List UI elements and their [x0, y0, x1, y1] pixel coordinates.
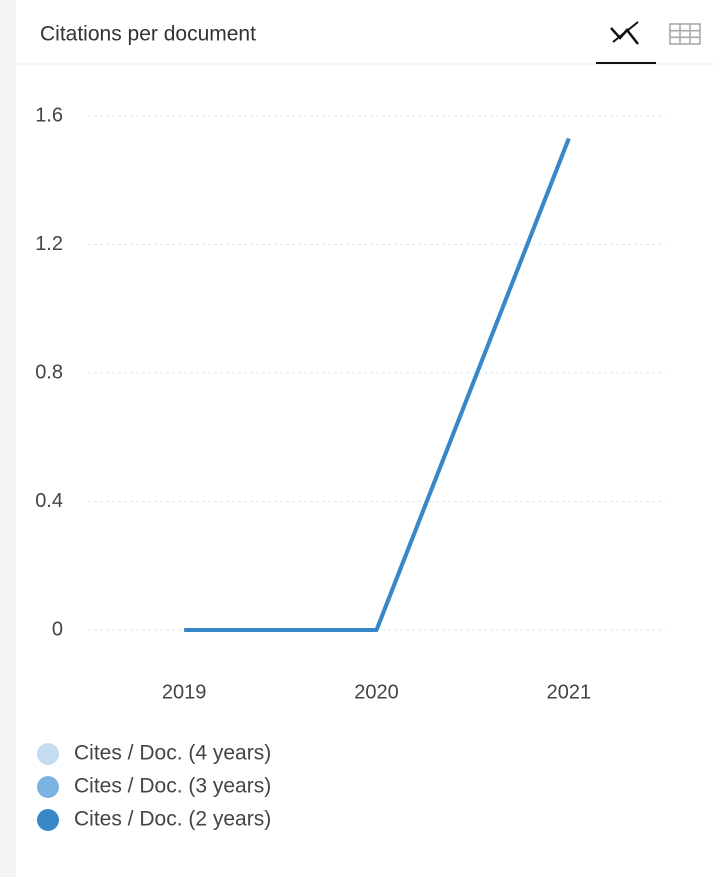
- y-tick-label: 0: [52, 618, 63, 640]
- legend-marker: [37, 743, 59, 765]
- legend-label: Cites / Doc. (2 years): [74, 808, 271, 831]
- table-view-button[interactable]: [669, 23, 701, 45]
- y-tick-label: 0.4: [35, 490, 63, 512]
- x-tick-label: 2020: [354, 681, 399, 703]
- y-tick-label: 1.2: [35, 233, 63, 255]
- legend-label: Cites / Doc. (4 years): [74, 742, 271, 765]
- card: [16, 0, 715, 877]
- legend-marker: [37, 809, 59, 831]
- legend-label: Cites / Doc. (3 years): [74, 775, 271, 798]
- chart-title: Citations per document: [40, 23, 256, 46]
- x-tick-label: 2021: [547, 681, 592, 703]
- chart-view-button[interactable]: [596, 21, 656, 64]
- y-tick-label: 0.8: [35, 361, 63, 383]
- legend-marker: [37, 776, 59, 798]
- y-tick-label: 1.6: [35, 104, 63, 126]
- series-line: [184, 137, 571, 632]
- x-tick-label: 2019: [162, 681, 207, 703]
